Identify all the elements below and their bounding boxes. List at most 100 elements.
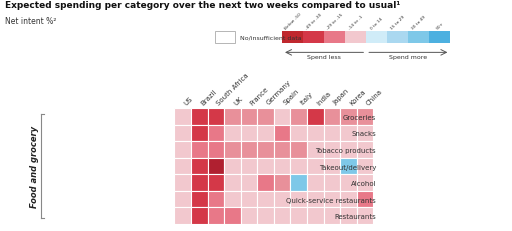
Text: Expected spending per category over the next two weeks compared to usual¹: Expected spending per category over the … [5,1,400,10]
Bar [290,142,307,158]
Text: Food and grocery: Food and grocery [30,125,39,207]
Bar [175,208,191,224]
Bar [324,109,340,125]
Bar [290,158,307,175]
Bar [191,208,208,224]
Bar [340,208,357,224]
Bar [357,125,373,142]
Bar [307,191,324,208]
Bar [258,142,274,158]
Bar [340,158,357,175]
Text: Net intent %²: Net intent %² [5,17,56,26]
Bar [366,32,387,43]
Bar [345,32,366,43]
Bar [258,175,274,191]
Bar [241,109,258,125]
Bar [215,32,236,43]
Bar [387,32,408,43]
Bar [208,158,224,175]
Bar [340,125,357,142]
Bar [290,109,307,125]
Bar [324,191,340,208]
Bar [175,191,191,208]
Bar [303,32,324,43]
Bar [274,158,290,175]
Bar [274,175,290,191]
Bar [208,191,224,208]
Text: Spend more: Spend more [389,55,428,60]
Bar [175,125,191,142]
Text: -14 to -1: -14 to -1 [348,14,364,30]
Bar [307,142,324,158]
Bar [274,109,290,125]
Bar [224,109,241,125]
Bar [307,125,324,142]
Bar [258,208,274,224]
Bar [340,142,357,158]
Bar [324,158,340,175]
Bar [191,142,208,158]
Bar [324,208,340,224]
Bar [258,191,274,208]
Text: 15 to 29: 15 to 29 [390,15,406,30]
Bar [408,32,429,43]
Bar [307,208,324,224]
Text: -49 to -30: -49 to -30 [305,12,323,30]
Bar [274,208,290,224]
Bar [241,208,258,224]
Bar [324,175,340,191]
Bar [208,175,224,191]
Text: 30 to 49: 30 to 49 [411,15,426,30]
Bar [324,32,345,43]
Bar [175,158,191,175]
Bar [290,175,307,191]
Bar [340,109,357,125]
Bar [307,109,324,125]
Bar [191,191,208,208]
Bar [258,158,274,175]
Bar [224,191,241,208]
Bar [241,142,258,158]
Bar [241,191,258,208]
Bar [241,158,258,175]
Bar [208,109,224,125]
Bar [241,125,258,142]
Bar [274,125,290,142]
Bar [241,175,258,191]
Bar [274,191,290,208]
Bar [357,191,373,208]
Bar [208,208,224,224]
Bar [258,109,274,125]
Bar [175,109,191,125]
Text: Spend less: Spend less [307,55,341,60]
Bar [307,158,324,175]
Text: -29 to -15: -29 to -15 [326,12,344,30]
Bar [175,142,191,158]
Bar [224,158,241,175]
Bar [340,175,357,191]
Bar [224,125,241,142]
Bar [357,158,373,175]
Bar [175,175,191,191]
Bar [191,158,208,175]
Bar [290,125,307,142]
Bar [224,175,241,191]
Bar [324,125,340,142]
Bar [282,32,303,43]
Bar [307,175,324,191]
Bar [274,142,290,158]
Text: 0 to 14: 0 to 14 [370,16,383,30]
Bar [224,208,241,224]
Bar [290,191,307,208]
Bar [357,109,373,125]
Bar [324,142,340,158]
Bar [290,208,307,224]
Bar [258,125,274,142]
Bar [357,142,373,158]
Bar [191,109,208,125]
Bar [208,125,224,142]
Bar [357,175,373,191]
Bar [224,142,241,158]
Text: Below -50: Below -50 [284,12,302,30]
Bar [340,191,357,208]
